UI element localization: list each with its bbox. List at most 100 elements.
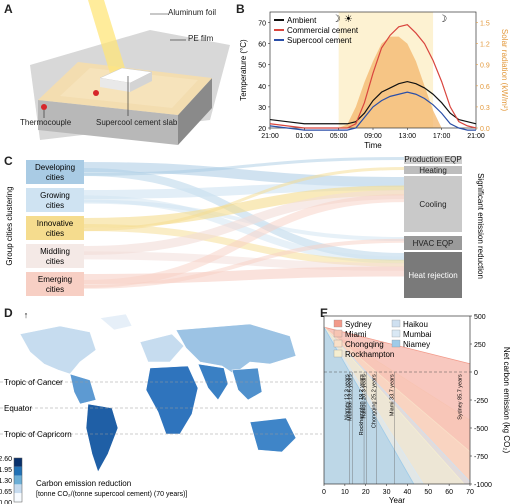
legend-swatch — [333, 329, 343, 338]
sankey-flow — [83, 251, 405, 271]
colorbar-label-line2: [tonne CO₂/(tonne supercool cement) (70 … — [36, 491, 187, 498]
series-line-commercial-cement — [269, 23, 477, 129]
x-tick-label: 20 — [362, 489, 370, 496]
label-supercool-cement-slab: Supercool cement slab — [96, 118, 178, 127]
sankey-flow — [83, 168, 405, 261]
series-solar-radiation-area — [270, 36, 476, 128]
cement-slab-front — [100, 78, 130, 92]
sunlight-beam — [88, 0, 128, 80]
y-tick-label: -250 — [474, 398, 488, 405]
thermocouple-dot — [41, 104, 47, 110]
group-box — [26, 188, 84, 212]
panel-letter-a: A — [4, 2, 13, 16]
category-label: Production EQP — [404, 155, 461, 164]
box-side-wall — [178, 78, 212, 145]
sankey-flow — [83, 185, 405, 228]
sankey-flow — [83, 167, 405, 232]
group-box — [26, 272, 84, 296]
left-axis-label: Group cities clustering — [5, 186, 14, 265]
colorbar-segment — [14, 493, 22, 502]
y-tick-label: -750 — [474, 454, 488, 461]
legend-swatch — [333, 319, 343, 328]
legend-label: Ambient — [287, 16, 317, 25]
x-tick-label: 30 — [383, 489, 391, 496]
label-thermocouple: Thermocouple — [20, 118, 72, 127]
thermocouple-dot — [93, 90, 99, 96]
panel-c-sankey: DevelopingcitiesGrowingcitiesInnovativec… — [5, 155, 485, 298]
y-axis-label: Net carbon emission (kg CO₂) — [502, 347, 510, 454]
colorbar-tick: 1.30 — [0, 478, 12, 485]
x-tick-label: 0 — [322, 489, 326, 496]
legend-label: Sydney — [345, 320, 372, 329]
latitude-label: Tropic of Cancer — [4, 378, 63, 387]
colorbar-segment — [14, 458, 22, 467]
y2-tick-label: 0.0 — [480, 126, 490, 133]
group-label: cities — [46, 173, 64, 182]
sankey-flow — [83, 194, 405, 288]
x-axis-label: Year — [389, 496, 406, 504]
sankey-flow — [83, 190, 405, 255]
colorbar-tick: 1.95 — [0, 467, 12, 474]
continent-shape — [85, 403, 119, 473]
cement-slab-side — [130, 72, 152, 92]
legend-label: Chongqing — [345, 340, 384, 349]
panel-letter-d: D — [4, 306, 13, 320]
y-tick-label: 70 — [258, 21, 266, 28]
payback-annotation: Chongqing 25.2 years — [372, 374, 378, 428]
group-label: cities — [46, 257, 64, 266]
city-line-haikou — [323, 326, 471, 482]
group-box — [26, 244, 84, 268]
x-tick-label: 50 — [424, 489, 432, 496]
legend-swatch — [391, 319, 401, 328]
y-tick-label: -1000 — [474, 482, 492, 489]
y-tick-label: 60 — [258, 42, 266, 49]
panel-d-map: Tropic of Cancer Equator Tropic of Caprico… — [0, 310, 322, 504]
continent-shape — [69, 373, 97, 405]
series-line-supercool-cement — [269, 91, 476, 131]
category-box — [404, 176, 462, 232]
legend-label: Commercial cement — [287, 26, 359, 35]
y-tick-label: 0 — [474, 370, 478, 377]
colorbar-tick: 2.60 — [0, 456, 12, 463]
sun-icon: ☀ — [344, 14, 353, 25]
x-tick-label: 60 — [445, 489, 453, 496]
continent-shape — [19, 325, 97, 375]
city-line-rockhampton — [323, 326, 465, 485]
x-tick-label: 09:00 — [364, 133, 382, 140]
y-tick-label: 20 — [258, 126, 266, 133]
legend-label: Mumbai — [403, 330, 432, 339]
x-tick-label: 40 — [404, 489, 412, 496]
y-axis-label-left: Temperature (°C) — [239, 39, 248, 101]
payback-annotation: Haikou 20.3 years — [361, 374, 367, 419]
x-tick-label: 70 — [466, 489, 474, 496]
colorbar-frame — [13, 457, 23, 503]
y-tick-label: 250 — [474, 342, 486, 349]
colorbar-tick: 0.00 — [0, 500, 12, 504]
north-arrow-icon: ↑ — [24, 310, 29, 320]
payback-annotation: Niamey 12.3 years — [345, 374, 351, 420]
sankey-flow — [83, 181, 405, 199]
latitude-label: Tropic of Capricorn — [4, 430, 72, 439]
group-box — [26, 160, 84, 184]
y2-tick-label: 1.2 — [480, 42, 490, 49]
x-tick-label: 13:00 — [399, 133, 417, 140]
category-label: Heat rejection — [408, 271, 457, 280]
label-pe-film: PE film — [188, 34, 214, 43]
right-axis-label: Significant emission reduction — [476, 173, 485, 279]
group-box — [26, 216, 84, 240]
group-label: Developing — [35, 163, 75, 172]
group-label: cities — [46, 229, 64, 238]
x-tick-label: 21:00 — [261, 133, 279, 140]
group-label: Growing — [40, 191, 70, 200]
moon-icon: ☽ — [438, 14, 447, 25]
continent-shape — [231, 367, 263, 401]
group-label: cities — [46, 285, 64, 294]
y-tick-label: 50 — [258, 63, 266, 70]
x-tick-label: 21:00 — [467, 133, 485, 140]
y-tick-label: 40 — [258, 84, 266, 91]
y-tick-label: 30 — [258, 105, 266, 112]
y-axis-label-right: Solar radiation (kW/m²) — [500, 29, 509, 112]
moon-icon: ☽ — [332, 14, 341, 25]
continent-shape — [139, 333, 185, 363]
